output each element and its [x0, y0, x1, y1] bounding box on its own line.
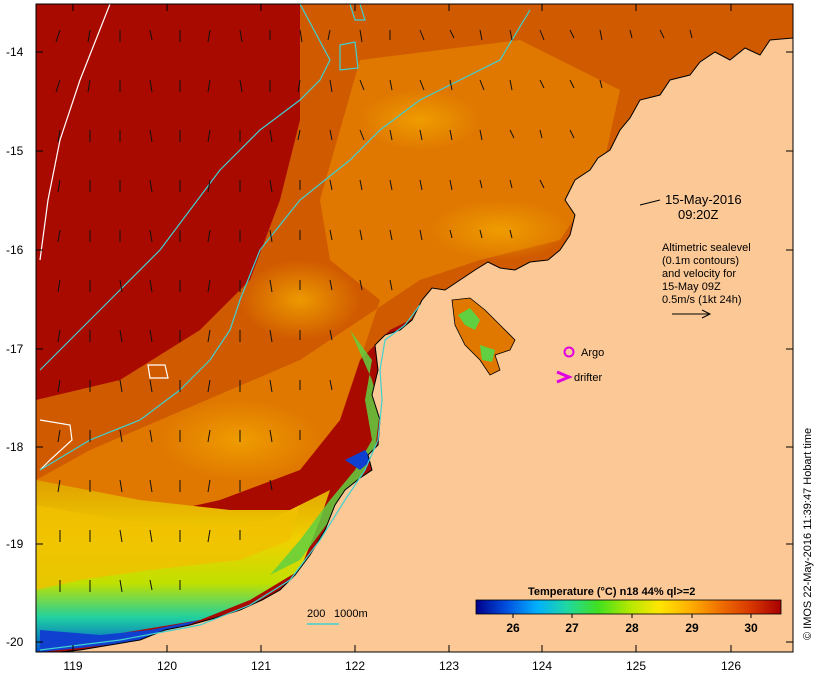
colorbar [475, 599, 782, 615]
lat-tick-label: -14 [6, 45, 24, 59]
colorbar-tick-label: 29 [685, 621, 699, 635]
lon-tick-label: 124 [532, 659, 552, 673]
velocity-vectors [55, 29, 693, 593]
lon-tick-label: 119 [63, 659, 82, 673]
lon-tick-label: 123 [439, 659, 459, 673]
altimetry-line: Altimetric sealevel [662, 242, 751, 254]
lat-tick-label: -20 [6, 635, 24, 649]
time-label: 09:20Z [678, 207, 719, 222]
lat-tick-label: -15 [6, 144, 24, 158]
lon-tick-label: 120 [157, 659, 177, 673]
lat-axis [36, 51, 793, 643]
colorbar-tick-label: 27 [565, 621, 579, 635]
altimetry-line: 0.5m/s (1kt 24h) [662, 294, 741, 306]
lat-tick-label: -19 [6, 537, 24, 551]
map-frame [35, 3, 794, 653]
colorbar-tick-label: 28 [625, 621, 639, 635]
date-label: 15-May-2016 [665, 192, 742, 207]
argo-marker-icon [563, 346, 575, 358]
lon-tick-label: 121 [251, 659, 271, 673]
copyright-caption: © IMOS 22-May-2016 11:39:47 Hobart time [802, 428, 814, 640]
depth-label-200: 200 [307, 608, 325, 620]
lon-axis [72, 4, 732, 652]
map-canvas [36, 4, 793, 652]
altimetry-line: and velocity for [662, 268, 736, 280]
lat-tick-label: -17 [6, 342, 24, 356]
lon-tick-label: 126 [721, 659, 741, 673]
colorbar-tick-label: 30 [744, 621, 758, 635]
argo-label: Argo [581, 347, 604, 359]
altimetry-line: (0.1m contours) [662, 255, 739, 267]
lat-tick-label: -18 [6, 440, 24, 454]
lon-tick-label: 125 [626, 659, 646, 673]
drifter-label: drifter [574, 372, 602, 384]
velocity-scale-arrow [672, 309, 712, 319]
lat-tick-label: -16 [6, 243, 24, 257]
altimetry-contours [39, 4, 531, 651]
drifter-marker-icon [556, 370, 573, 384]
australia-land [59, 37, 793, 652]
altimetry-line: 15-May 09Z [662, 281, 721, 293]
lon-tick-label: 122 [345, 659, 365, 673]
coastal-green-strip [270, 330, 380, 575]
colorbar-tick-label: 26 [506, 621, 520, 635]
altimetry-legend: Altimetric sealevel (0.1m contours) and … [662, 242, 751, 306]
colorbar-title: Temperature (°C) n18 44% ql>=2 [528, 586, 695, 598]
depth-label-1000: 1000m [334, 608, 368, 620]
